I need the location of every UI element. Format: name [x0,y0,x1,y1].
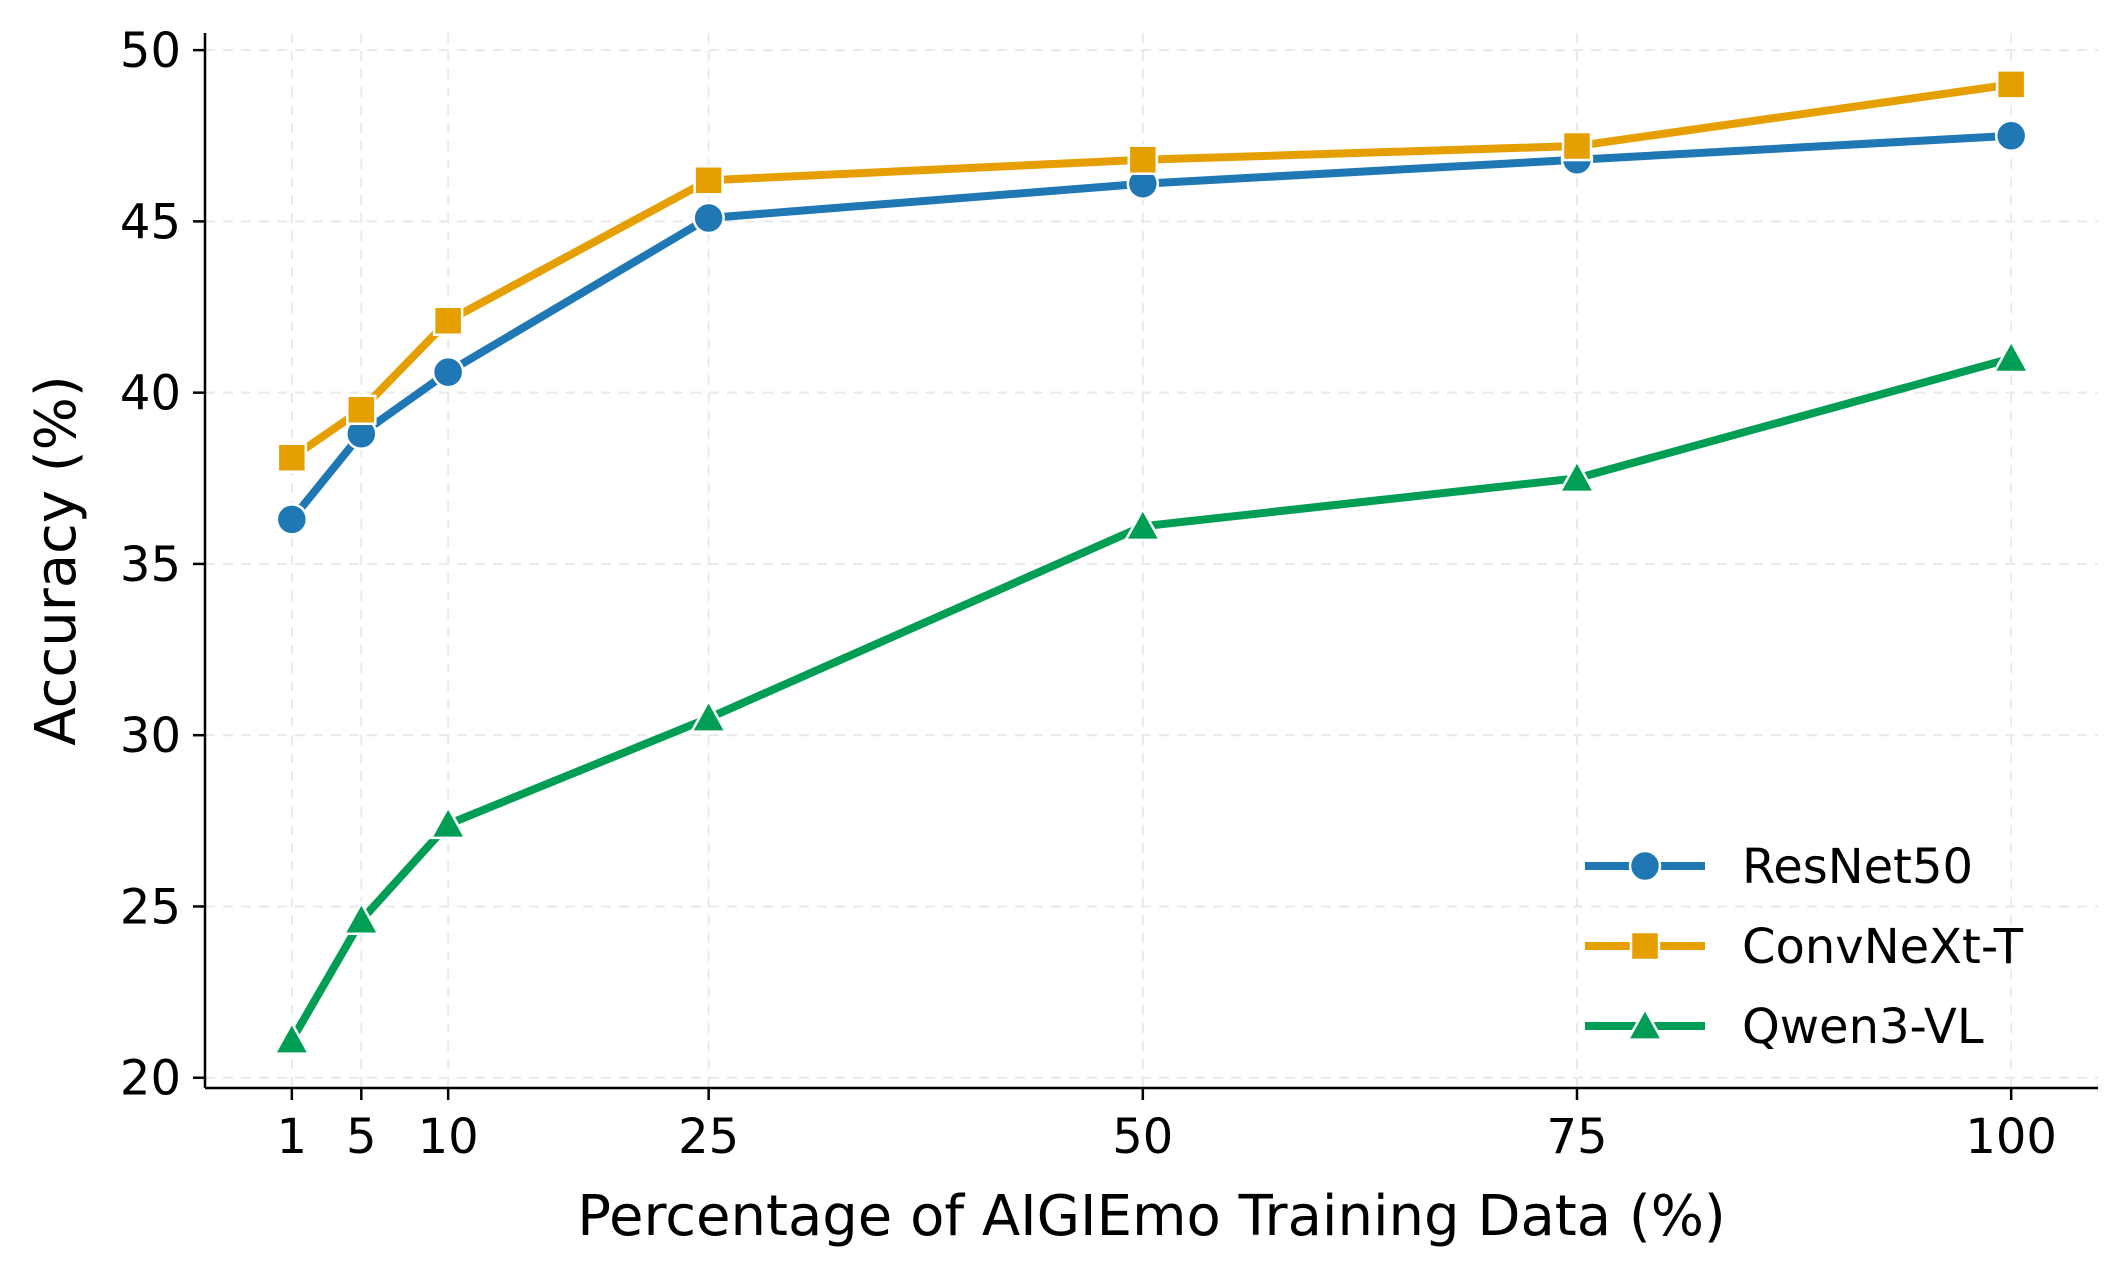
data-point [431,355,465,389]
data-point [692,201,725,235]
series-qwen3-vl [272,338,2031,1055]
y-tick-label: 35 [120,537,181,593]
x-tick-label: 100 [1965,1109,2057,1165]
legend-label: Qwen3-VL [1742,999,1984,1055]
data-point [693,165,724,196]
y-axis-title: Accuracy (%) [24,375,89,745]
y-tick-label: 25 [120,879,181,935]
data-point [429,804,468,840]
x-tick-label: 50 [1112,1109,1173,1165]
legend-marker [1625,1006,1665,1041]
data-point [272,1020,311,1055]
data-point [432,305,464,336]
legend-label: ResNet50 [1742,839,1973,895]
data-point [1127,144,1159,175]
y-tick-label: 50 [120,23,181,79]
data-point [275,503,309,536]
x-tick-label: 25 [678,1109,739,1165]
data-point [1992,338,2031,374]
data-point [689,698,728,733]
axes: 1 5 10 25 50 75 100 20 25 30 35 40 45 50 [120,23,2098,1165]
series-resnet50 [275,119,2028,536]
legend-marker [1629,930,1661,962]
x-tick-label: 10 [418,1109,479,1165]
x-tick-label: 5 [346,1109,377,1165]
data-point [1995,69,2027,100]
data-point [1557,458,1597,494]
legend-marker [1628,849,1662,883]
x-tick-label: 75 [1546,1109,1607,1165]
y-tick-label: 20 [120,1051,181,1107]
legend-item: Qwen3-VL [1585,999,1984,1055]
data-point [342,900,381,936]
x-axis-title: Percentage of AIGIEmo Training Data (%) [577,1184,1726,1249]
legend: ResNet50 ConvNeXt-T Qwen3-VL [1585,839,2024,1055]
data-point [1994,119,2028,153]
y-tick-label: 40 [120,366,181,422]
data-point [1561,130,1593,162]
x-tick-label: 1 [277,1109,308,1165]
data-point [276,442,308,473]
series-line [287,80,2016,462]
series-convnext-t [276,69,2027,473]
series [272,69,2031,1055]
data-point [346,394,377,426]
legend-item: ResNet50 [1585,839,1973,895]
data-point [1123,506,1162,542]
grid [205,33,2098,1088]
y-tick-label: 30 [120,708,181,764]
legend-item: ConvNeXt-T [1585,919,2024,975]
y-tick-label: 45 [120,194,181,250]
legend-label: ConvNeXt-T [1742,919,2024,975]
